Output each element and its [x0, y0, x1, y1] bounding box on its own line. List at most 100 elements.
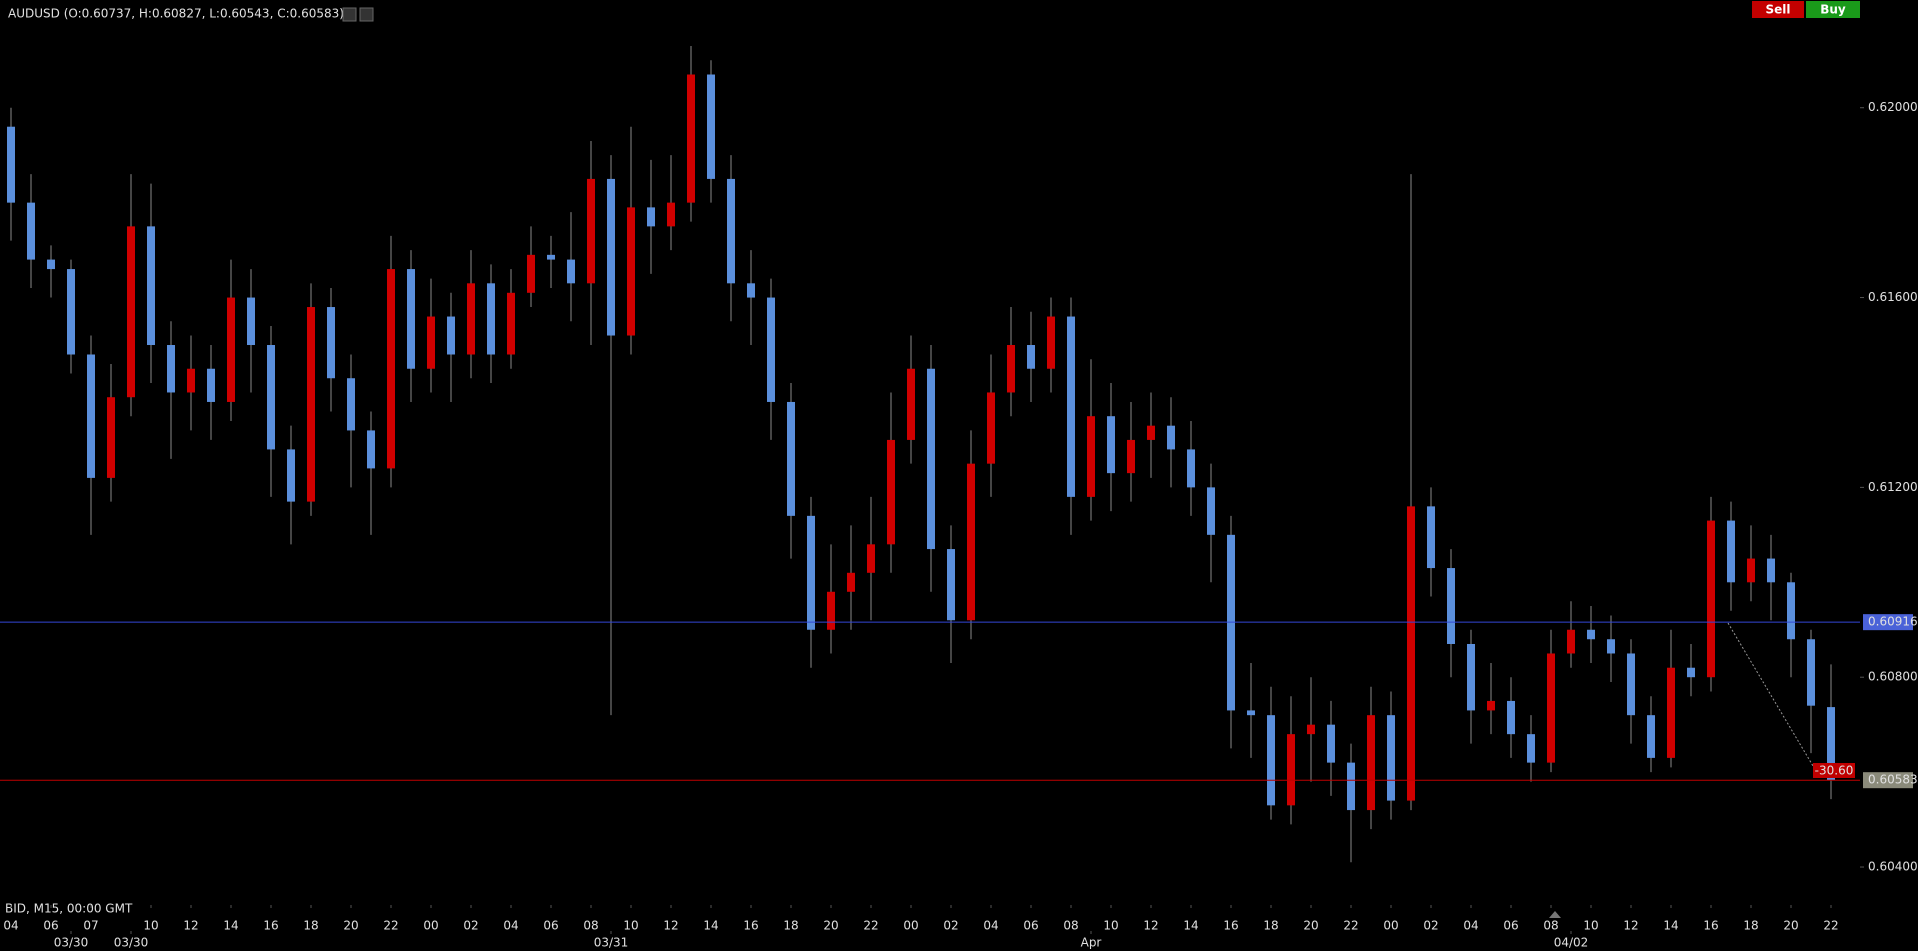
trend-line [1727, 622, 1817, 772]
candle-body [747, 283, 755, 298]
close-icon[interactable] [359, 7, 374, 22]
x-tick-label: 10 [623, 919, 638, 933]
candle-body [47, 259, 55, 270]
candle-body [1747, 558, 1755, 583]
candle-body [1267, 715, 1275, 806]
candle-body [1547, 653, 1555, 763]
candle-body [1627, 653, 1635, 716]
candle-body [1467, 643, 1475, 711]
candle-body [387, 269, 395, 469]
candle-body [1007, 345, 1015, 393]
settings-icon[interactable] [342, 7, 357, 22]
x-tick-label: 20 [343, 919, 358, 933]
x-tick-label: 14 [1663, 919, 1678, 933]
candle-body [627, 207, 635, 336]
candle-body [1287, 734, 1295, 806]
x-tick-label: 12 [1143, 919, 1158, 933]
candle-body [1347, 762, 1355, 811]
x-tick-label: 04 [1463, 919, 1478, 933]
price-line-label-bg [1863, 614, 1913, 631]
x-tick-label: 10 [143, 919, 158, 933]
candle-body [987, 392, 995, 464]
buy-label[interactable]: Buy [1820, 3, 1846, 17]
chart-title: AUDUSD (O:0.60737, H:0.60827, L:0.60543,… [8, 7, 344, 21]
candle-body [647, 207, 655, 227]
candle-body [507, 292, 515, 355]
x-tick-label: 10 [1103, 919, 1118, 933]
candle-body [1367, 715, 1375, 811]
y-tick-label: 0.62000 [1868, 100, 1918, 114]
candle-body [1327, 724, 1335, 763]
candle-body [347, 378, 355, 431]
x-tick-label: 00 [1383, 919, 1398, 933]
x-tick-label: 06 [1023, 919, 1038, 933]
date-tick-label: 03/31 [594, 936, 629, 950]
x-tick-label: 18 [303, 919, 318, 933]
x-tick-label: 08 [1543, 919, 1558, 933]
timeframe-label: BID, M15, 00:00 GMT [5, 902, 133, 916]
x-tick-label: 02 [463, 919, 478, 933]
sell-label[interactable]: Sell [1765, 3, 1790, 17]
candle-body [1207, 487, 1215, 535]
price-line-label-bg [1863, 772, 1913, 789]
x-tick-label: 12 [1623, 919, 1638, 933]
date-tick-label: 04/02 [1554, 936, 1589, 950]
x-tick-label: 14 [223, 919, 238, 933]
candle-body [427, 316, 435, 369]
candle-body [1147, 425, 1155, 440]
marker-triangle [1549, 911, 1561, 918]
candle-body [1707, 520, 1715, 678]
candle-body [927, 368, 935, 550]
x-tick-label: 22 [1823, 919, 1838, 933]
candle-body [487, 283, 495, 355]
candle-body [7, 126, 15, 203]
candle-body [1727, 520, 1735, 583]
sell-button[interactable]: Sell [1752, 1, 1804, 18]
candle-body [1587, 629, 1595, 640]
x-tick-label: 00 [423, 919, 438, 933]
candle-body [247, 297, 255, 346]
candle-body [527, 254, 535, 293]
candle-body [107, 397, 115, 478]
candle-body [1087, 416, 1095, 497]
candle-body [1107, 416, 1115, 474]
candle-body [947, 549, 955, 621]
candle-body [1527, 734, 1535, 763]
candle-body [727, 178, 735, 284]
sell-button-bg[interactable] [1752, 1, 1804, 18]
candle-body [1407, 506, 1415, 801]
candle-body [287, 449, 295, 502]
candle-body [847, 572, 855, 592]
buy-button-bg[interactable] [1806, 1, 1860, 18]
candle-body [1827, 707, 1835, 781]
candle-body [67, 269, 75, 355]
x-tick-label: 06 [1503, 919, 1518, 933]
candle-body [1567, 629, 1575, 654]
buy-button[interactable]: Buy [1806, 1, 1860, 18]
candle-body [1127, 439, 1135, 474]
x-tick-label: 20 [1783, 919, 1798, 933]
candle-body [1307, 724, 1315, 735]
candle-body [667, 202, 675, 227]
candle-body [1607, 639, 1615, 654]
x-tick-label: 14 [1183, 919, 1198, 933]
x-tick-label: 16 [1223, 919, 1238, 933]
x-tick-label: 00 [903, 919, 918, 933]
trend-label: -30.60 [1815, 764, 1854, 778]
candle-body [1807, 639, 1815, 706]
candle-body [327, 307, 335, 379]
candle-body [887, 439, 895, 545]
plot-area [7, 46, 1835, 863]
candle-body [1387, 715, 1395, 801]
x-tick-label: 08 [583, 919, 598, 933]
x-tick-label: 16 [743, 919, 758, 933]
candle-body [967, 463, 975, 621]
candle-body [447, 316, 455, 355]
date-tick-label: 03/30 [114, 936, 149, 950]
candle-body [207, 368, 215, 402]
candle-body [1427, 506, 1435, 569]
x-tick-label: 12 [663, 919, 678, 933]
price-line-label: 0.60583 [1868, 773, 1918, 787]
y-tick-label: 0.61200 [1868, 480, 1918, 494]
x-tick-label: 18 [1743, 919, 1758, 933]
